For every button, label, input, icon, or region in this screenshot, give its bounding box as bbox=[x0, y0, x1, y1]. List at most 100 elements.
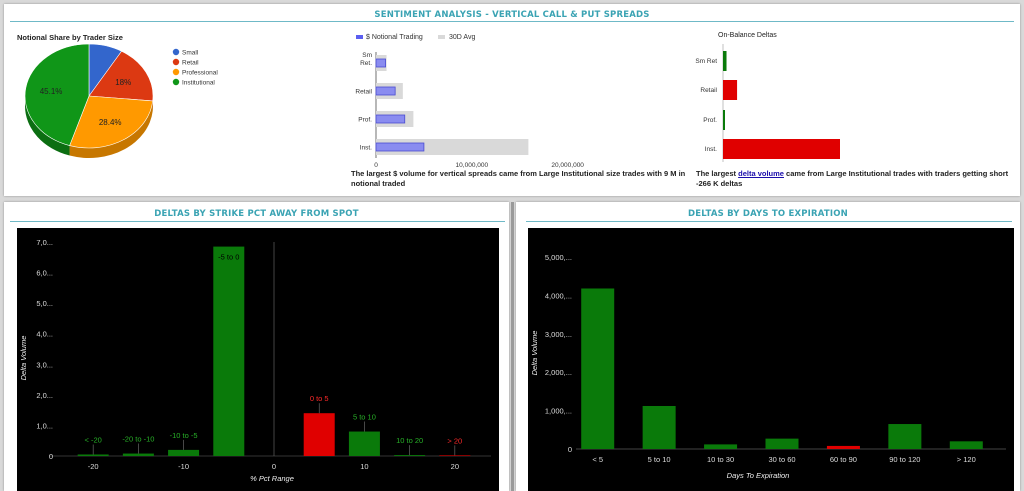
panel-divider bbox=[511, 202, 514, 491]
y-tick-label: 5,000,... bbox=[545, 253, 572, 262]
obdeltas-caption: The largest delta volume came from Large… bbox=[696, 169, 1016, 189]
category-label: Ret. bbox=[360, 60, 372, 67]
x-tick-label: < 5 bbox=[592, 455, 603, 464]
obdeltas-chart: Sm Ret Retail Prof. Inst. bbox=[695, 44, 840, 162]
strike-bar bbox=[77, 454, 109, 456]
delta-volume-link[interactable]: delta volume bbox=[738, 169, 784, 178]
caption-post: came from Large Institutional trades wit… bbox=[696, 169, 1009, 188]
strike-panel: DELTAS BY STRIKE PCT AWAY FROM SPOT 0 1,0… bbox=[4, 202, 509, 491]
title-divider bbox=[10, 221, 505, 222]
legend-dot-retail bbox=[172, 58, 180, 66]
category-label: Prof. bbox=[358, 117, 372, 124]
pie-slice-professional bbox=[69, 95, 154, 149]
x-tick-label: 20 bbox=[451, 462, 459, 471]
legend-dot-institutional bbox=[172, 78, 180, 86]
strike-bar bbox=[439, 455, 471, 456]
pie-slice-label: 18% bbox=[115, 78, 131, 87]
strike-bar bbox=[122, 453, 154, 456]
notional-bar bbox=[375, 142, 425, 152]
category-label: Prof. bbox=[703, 117, 717, 124]
obdeltas-title: On-Balance Deltas bbox=[718, 32, 777, 39]
sentiment-panel-title: SENTIMENT ANALYSIS - VERTICAL CALL & PUT… bbox=[374, 10, 650, 20]
expiry-panel: DELTAS BY DAYS TO EXPIRATION 0 1,000,... 2… bbox=[516, 202, 1020, 491]
x-tick-label: 10 to 30 bbox=[707, 455, 734, 464]
expiry-bar bbox=[581, 288, 615, 449]
x-tick-label: 60 to 90 bbox=[830, 455, 857, 464]
x-tick-label: 10 bbox=[360, 462, 368, 471]
legend-dot-small bbox=[172, 48, 180, 56]
sentiment-panel: SENTIMENT ANALYSIS - VERTICAL CALL & PUT… bbox=[4, 4, 1020, 196]
pie-chart: 18% 28.4% 45.1% Small Retail Professional Inst… bbox=[24, 44, 218, 158]
pie-slice-institutional bbox=[24, 44, 90, 146]
expiry-bar bbox=[949, 441, 983, 449]
notional-bar bbox=[375, 86, 396, 96]
y-tick-label: 3,000,... bbox=[545, 330, 572, 339]
expiry-chart: 0 1,000,... 2,000,... 3,000,... 4,000,... 5,0… bbox=[528, 228, 1014, 491]
x-tick-label: 5 to 10 bbox=[648, 455, 671, 464]
expiry-bar bbox=[888, 424, 922, 449]
legend-label-institutional: Institutional bbox=[182, 80, 215, 87]
pie-slice-label: 28.4% bbox=[99, 118, 122, 127]
legend-notional-swatch bbox=[356, 35, 363, 39]
bar-label: > 20 bbox=[447, 436, 462, 445]
legend-label-retail: Retail bbox=[182, 60, 199, 67]
expiry-bar bbox=[826, 445, 860, 449]
y-tick-label: 4,000,... bbox=[545, 291, 572, 300]
y-tick-label: 2,0... bbox=[36, 391, 53, 400]
pie-slice-retail bbox=[88, 50, 154, 102]
y-tick-label: 6,0... bbox=[36, 269, 53, 278]
expiry-bar bbox=[642, 405, 676, 449]
strike-bar bbox=[303, 413, 335, 456]
y-axis-title: Delta Volume bbox=[530, 331, 539, 376]
caption-pre: The largest bbox=[696, 169, 739, 178]
notional-bar bbox=[375, 114, 406, 124]
category-label: Inst. bbox=[360, 145, 372, 152]
strike-chart: 0 1,0... 2,0... 3,0... 4,0... 5,0... 6,0... 7,0… bbox=[17, 228, 499, 491]
legend-dot-professional bbox=[172, 68, 180, 76]
y-tick-label: 0 bbox=[568, 445, 572, 454]
x-axis-title: % Pct Range bbox=[250, 474, 294, 483]
bar-label: -20 to -10 bbox=[122, 435, 154, 444]
legend-label-professional: Professional bbox=[182, 70, 218, 77]
y-tick-label: 0 bbox=[49, 452, 53, 461]
strike-panel-title: DELTAS BY STRIKE PCT AWAY FROM SPOT bbox=[154, 209, 359, 219]
y-tick-label: 3,0... bbox=[36, 360, 53, 369]
expiry-panel-title: DELTAS BY DAYS TO EXPIRATION bbox=[688, 209, 848, 219]
category-label: Inst. bbox=[705, 146, 717, 153]
legend-avg-swatch bbox=[438, 35, 445, 39]
delta-bar bbox=[723, 110, 725, 130]
x-axis-title: Days To Expiration bbox=[727, 471, 790, 480]
y-tick-label: 1,0... bbox=[36, 421, 53, 430]
expiry-bar bbox=[704, 444, 738, 449]
y-tick-label: 7,0... bbox=[36, 238, 53, 247]
strike-bar bbox=[213, 246, 245, 456]
y-tick-label: 2,000,... bbox=[545, 368, 572, 377]
legend-avg-label: 30D Avg bbox=[449, 34, 475, 41]
category-label: Retail bbox=[355, 89, 372, 96]
bar-label: 5 to 10 bbox=[353, 413, 376, 422]
pie-side-professional bbox=[69, 100, 153, 158]
notional-bar bbox=[375, 58, 386, 68]
strike-bar bbox=[348, 431, 380, 456]
x-tick-label: 90 to 120 bbox=[889, 455, 920, 464]
title-divider bbox=[10, 21, 1014, 22]
title-divider bbox=[526, 221, 1012, 222]
x-tick-label: 30 to 60 bbox=[768, 455, 795, 464]
delta-bar bbox=[723, 139, 840, 159]
expiry-bar bbox=[765, 438, 799, 449]
pie-chart-title: Notional Share by Trader Size bbox=[17, 33, 123, 42]
bar-label: 10 to 20 bbox=[396, 436, 423, 445]
bar-label: -5 to 0 bbox=[218, 253, 239, 262]
y-axis-title: Delta Volume bbox=[19, 336, 28, 381]
notional-caption: The largest $ volume for vertical spread… bbox=[351, 169, 686, 188]
y-tick-label: 1,000,... bbox=[545, 407, 572, 416]
delta-bar bbox=[723, 51, 727, 71]
x-tick-label: 20,000,000 bbox=[551, 162, 584, 169]
x-tick-label: 10,000,000 bbox=[456, 162, 489, 169]
bar-label: -10 to -5 bbox=[170, 431, 198, 440]
category-label: Sm bbox=[362, 52, 372, 59]
y-tick-label: 5,0... bbox=[36, 299, 53, 308]
pie-side-institutional bbox=[25, 96, 70, 156]
x-tick-label: 0 bbox=[272, 462, 276, 471]
